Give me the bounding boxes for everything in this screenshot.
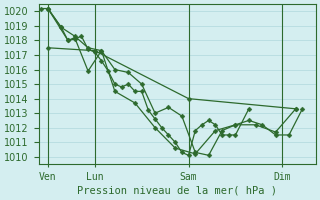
X-axis label: Pression niveau de la mer( hPa ): Pression niveau de la mer( hPa )	[77, 186, 277, 196]
